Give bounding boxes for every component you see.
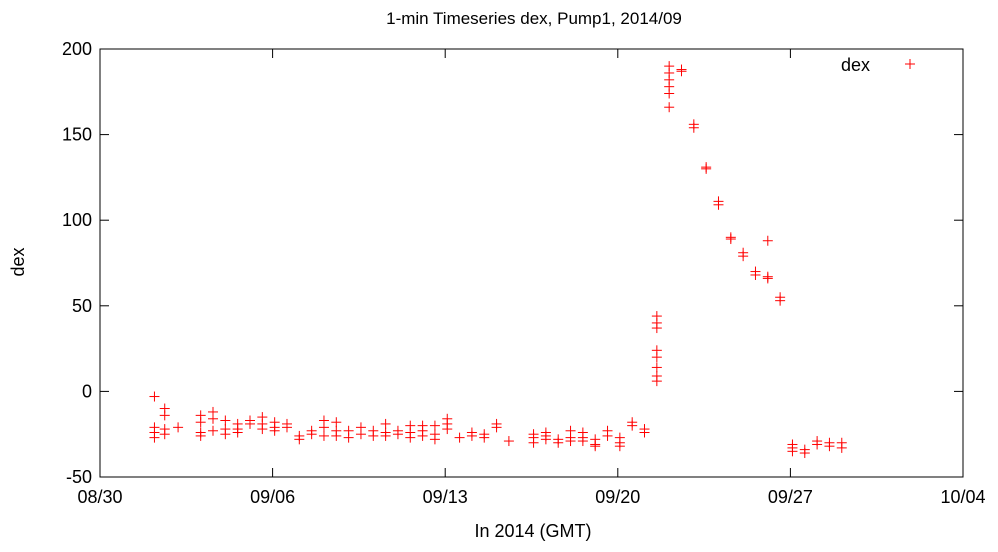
- data-point: [491, 422, 502, 433]
- data-point: [208, 425, 219, 436]
- data-point: [503, 436, 514, 447]
- y-tick-label: 100: [62, 210, 92, 230]
- data-point: [787, 446, 798, 457]
- data-point: [688, 122, 699, 133]
- data-point: [664, 88, 675, 99]
- y-axis-label: dex: [8, 247, 28, 276]
- x-tick-label: 09/06: [250, 487, 295, 507]
- x-tick-label: 10/04: [940, 487, 985, 507]
- data-point: [565, 436, 576, 447]
- data-point: [380, 430, 391, 441]
- data-point: [220, 415, 231, 426]
- x-tick-label: 09/27: [768, 487, 813, 507]
- data-points: [149, 61, 847, 459]
- data-point: [627, 420, 638, 431]
- data-point: [149, 391, 160, 402]
- data-point: [195, 417, 206, 428]
- data-point: [454, 432, 465, 443]
- y-tick-label: 200: [62, 39, 92, 59]
- data-point: [651, 362, 662, 373]
- data-point: [540, 434, 551, 445]
- data-point: [750, 269, 761, 280]
- data-point: [281, 422, 292, 433]
- data-point: [392, 429, 403, 440]
- data-point: [701, 163, 712, 174]
- data-point: [159, 410, 170, 421]
- data-point: [528, 437, 539, 448]
- chart-title: 1-min Timeseries dex, Pump1, 2014/09: [386, 9, 682, 28]
- data-point: [417, 430, 428, 441]
- data-point: [149, 432, 160, 443]
- x-axis-label: In 2014 (GMT): [474, 521, 591, 541]
- y-tick-label: -50: [66, 467, 92, 487]
- x-tick-label: 09/13: [423, 487, 468, 507]
- data-point: [244, 418, 255, 429]
- data-point: [577, 436, 588, 447]
- data-point: [738, 251, 749, 262]
- data-point: [429, 420, 440, 431]
- data-point: [306, 429, 317, 440]
- data-point: [651, 376, 662, 387]
- x-tick-label: 08/30: [77, 487, 122, 507]
- data-point: [553, 437, 564, 448]
- data-point: [466, 430, 477, 441]
- data-point: [762, 273, 773, 284]
- data-point: [220, 429, 231, 440]
- data-point: [602, 430, 613, 441]
- data-point: [664, 102, 675, 113]
- y-tick-label: 150: [62, 125, 92, 145]
- data-point: [775, 295, 786, 306]
- data-point: [614, 441, 625, 452]
- data-point: [429, 434, 440, 445]
- data-point: [331, 430, 342, 441]
- data-point: [812, 439, 823, 450]
- data-point: [651, 323, 662, 334]
- data-point: [590, 441, 601, 452]
- data-point: [651, 352, 662, 363]
- data-point: [836, 442, 847, 453]
- y-axis: -50 0 50 100 150 200: [62, 39, 963, 487]
- data-point: [355, 429, 366, 440]
- data-point: [318, 422, 329, 433]
- data-point: [208, 413, 219, 424]
- legend: dex: [841, 55, 915, 75]
- data-point: [676, 66, 687, 77]
- data-point: [343, 432, 354, 443]
- data-point: [479, 432, 490, 443]
- x-tick-label: 09/20: [595, 487, 640, 507]
- data-point: [232, 427, 243, 438]
- data-point: [639, 427, 650, 438]
- y-tick-label: 0: [82, 381, 92, 401]
- data-point: [824, 441, 835, 452]
- data-point: [405, 432, 416, 443]
- data-point: [380, 418, 391, 429]
- plot-frame: [99, 48, 964, 478]
- data-point: [713, 199, 724, 210]
- data-point: [269, 425, 280, 436]
- data-point: [442, 424, 453, 435]
- data-point: [368, 430, 379, 441]
- y-tick-label: 50: [72, 296, 92, 316]
- x-axis: 08/30 09/06 09/13 09/20 09/27 10/04: [77, 49, 986, 507]
- plot-border: [99, 48, 964, 478]
- data-point: [799, 448, 810, 459]
- legend-marker: [905, 59, 915, 69]
- data-point: [318, 430, 329, 441]
- data-point: [725, 234, 736, 245]
- data-point: [762, 235, 773, 246]
- data-point: [294, 434, 305, 445]
- legend-label: dex: [841, 55, 870, 75]
- data-point: [195, 430, 206, 441]
- data-point: [159, 429, 170, 440]
- data-point: [257, 424, 268, 435]
- data-point: [173, 422, 184, 433]
- data-point: [331, 417, 342, 428]
